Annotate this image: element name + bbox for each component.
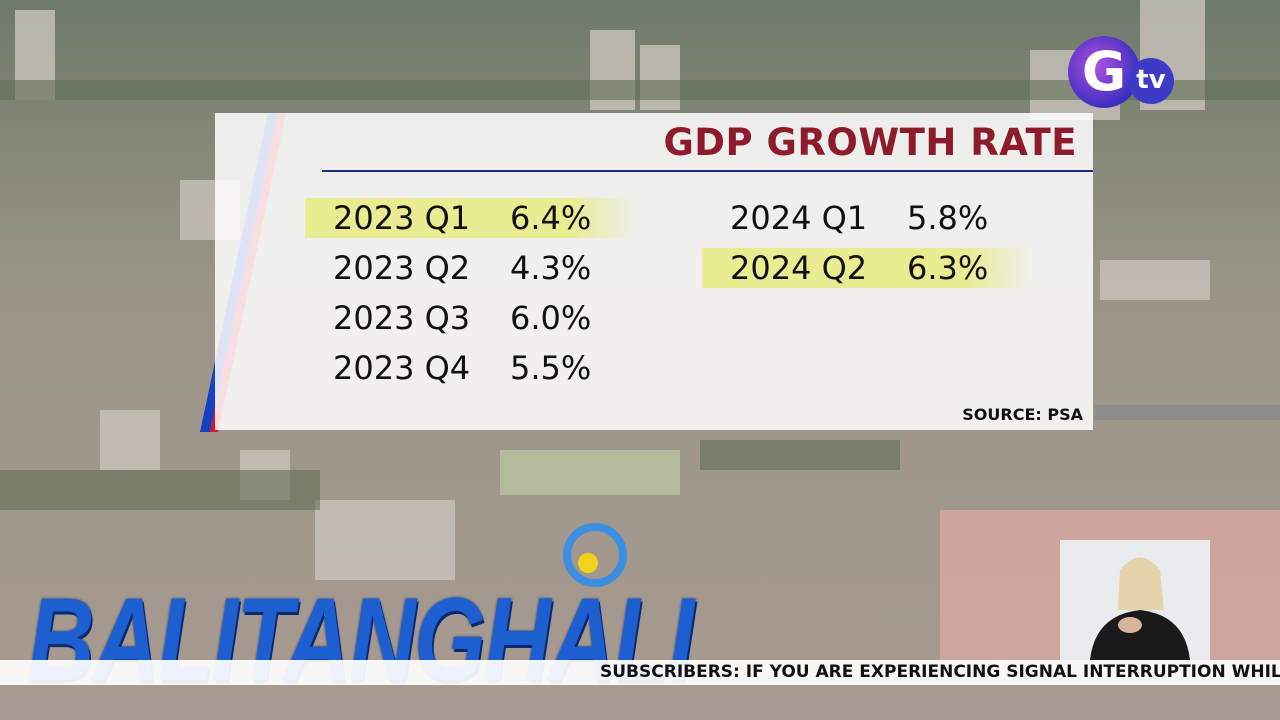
- entry-period: 2023 Q2: [333, 249, 471, 287]
- show-emblem: [563, 523, 627, 587]
- ticker-text: SUBSCRIBERS: IF YOU ARE EXPERIENCING SIG…: [600, 662, 1280, 682]
- logo-suffix: tv: [1128, 58, 1174, 104]
- entry-value: 6.0%: [510, 299, 592, 337]
- entry-period: 2023 Q1: [333, 199, 471, 237]
- entry-value: 6.3%: [907, 249, 989, 287]
- entry-period: 2023 Q4: [333, 349, 471, 387]
- entry-value: 5.5%: [510, 349, 592, 387]
- entry-period: 2024 Q1: [730, 199, 868, 237]
- interpreter: [1090, 557, 1190, 660]
- news-ticker: SUBSCRIBERS: IF YOU ARE EXPERIENCING SIG…: [0, 660, 1280, 685]
- panel-title: GDP GROWTH RATE: [663, 121, 1077, 164]
- entry-value: 5.8%: [907, 199, 989, 237]
- info-panel: GDP GROWTH RATE SOURCE: PSA 2023 Q1 6.4% 2…: [215, 113, 1093, 430]
- show-emblem-dot: [578, 553, 598, 573]
- source-note: SOURCE: PSA: [962, 405, 1083, 424]
- row-highlight: [702, 248, 1032, 288]
- entry-period: 2024 Q2: [730, 249, 868, 287]
- entry-value: 4.3%: [510, 249, 592, 287]
- channel-logo: G tv: [1068, 36, 1178, 108]
- row-highlight: [305, 198, 635, 238]
- entry-value: 6.4%: [510, 199, 592, 237]
- logo-letter: G: [1068, 36, 1140, 108]
- sign-language-inset: [1060, 540, 1210, 660]
- show-name: BALITANGHALI: [28, 574, 694, 706]
- entry-period: 2023 Q3: [333, 299, 471, 337]
- title-rule: [322, 170, 1093, 172]
